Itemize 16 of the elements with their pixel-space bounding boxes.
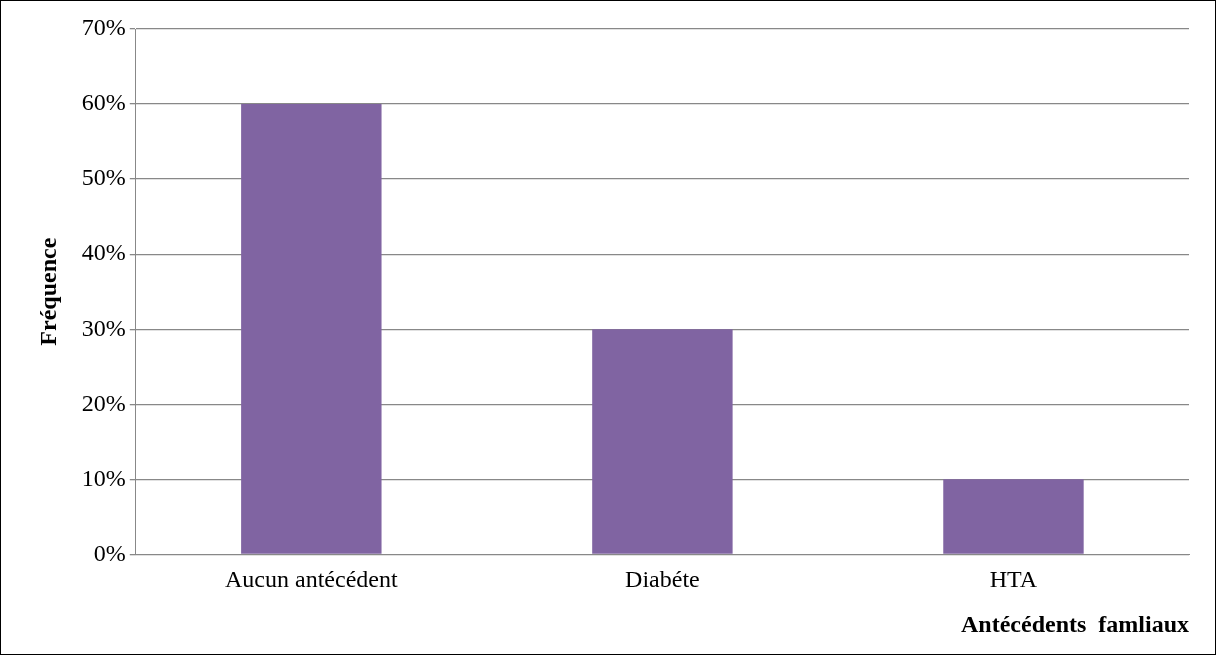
x-tick-label: Aucun antécédent	[225, 566, 398, 593]
y-tick-label: 50%	[81, 164, 126, 191]
y-tick-label: 20%	[81, 389, 126, 416]
y-tick-label: 30%	[81, 314, 126, 341]
y-tick-label: 70%	[81, 14, 126, 41]
y-tick-label: 40%	[81, 239, 126, 266]
x-axis-title: Antécédents famliaux	[961, 610, 1189, 637]
y-axis-title: Fréquence	[34, 237, 61, 346]
y-tick-label: 60%	[81, 89, 126, 116]
y-tick-label: 0%	[93, 539, 126, 566]
y-tick-label: 10%	[81, 464, 126, 491]
bar	[241, 104, 382, 554]
bar	[943, 479, 1084, 554]
x-tick-label: HTA	[989, 566, 1038, 593]
x-tick-label: Diabéte	[625, 566, 700, 593]
bar	[592, 329, 733, 554]
